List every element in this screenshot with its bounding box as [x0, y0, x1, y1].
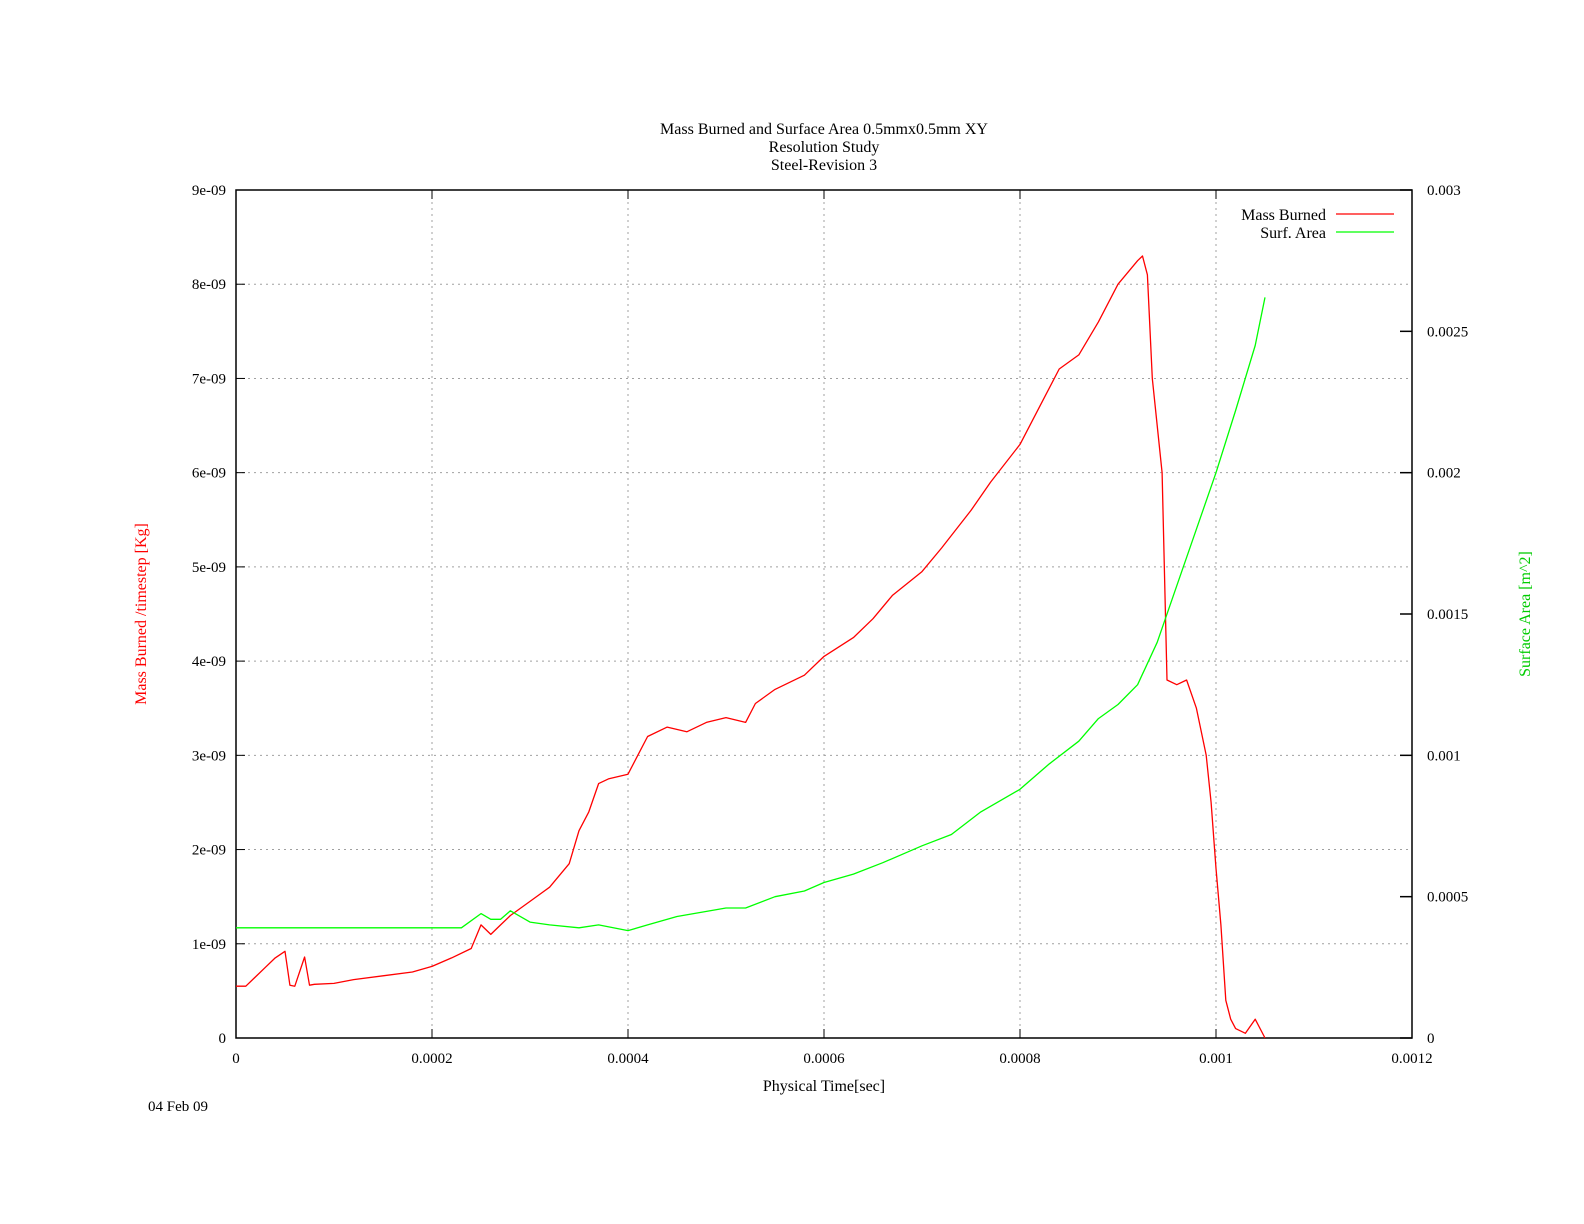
grid [236, 190, 1412, 1038]
y-tick-label: 0 [219, 1031, 227, 1047]
y-tick-label: 1e-09 [192, 937, 226, 953]
axis-ticks: 0 0.0002 0.0004 0.0006 0.0008 0.001 0.0012 0 1e-… [192, 183, 1468, 1067]
chart-title-line-3: Steel-Revision 3 [771, 157, 877, 174]
legend: Mass Burned Surf. Area [1241, 207, 1394, 242]
y-tick-label: 3e-09 [192, 748, 226, 764]
x-tick-label: 0.0008 [999, 1051, 1040, 1067]
y2-tick-label: 0.001 [1427, 748, 1461, 764]
chart-title-line-2: Resolution Study [769, 139, 880, 156]
date-stamp: 04 Feb 09 [148, 1099, 208, 1115]
y-tick-label: 9e-09 [192, 183, 226, 199]
y2-tick-label: 0.0015 [1427, 607, 1468, 623]
y2-tick-label: 0.002 [1427, 466, 1461, 482]
series-line-mass-burned [236, 255, 1266, 1039]
y-tick-label: 6e-09 [192, 466, 226, 482]
x-tick-label: 0 [232, 1051, 240, 1067]
y2-tick-label: 0.0005 [1427, 890, 1468, 906]
legend-label-surf-area: Surf. Area [1260, 225, 1326, 242]
y-tick-label: 4e-09 [192, 654, 226, 670]
y-tick-label: 2e-09 [192, 843, 226, 859]
series-lines [236, 255, 1266, 1039]
y2-tick-label: 0 [1427, 1031, 1435, 1047]
series-line-surf-area [236, 297, 1266, 932]
y2-tick-label: 0.0025 [1427, 324, 1468, 340]
x-tick-label: 0.0002 [411, 1051, 452, 1067]
y2-tick-label: 0.003 [1427, 183, 1461, 199]
y2-axis-label: Surface Area [m^2] [1517, 551, 1534, 677]
x-tick-label: 0.0004 [607, 1051, 649, 1067]
chart-title-line-1: Mass Burned and Surface Area 0.5mmx0.5mm… [660, 121, 988, 138]
y-tick-label: 8e-09 [192, 277, 226, 293]
x-tick-label: 0.0006 [803, 1051, 845, 1067]
y-tick-label: 7e-09 [192, 371, 226, 387]
legend-label-mass-burned: Mass Burned [1241, 207, 1326, 224]
y-axis-label: Mass Burned /timestep [Kg] [133, 523, 150, 705]
x-axis-label: Physical Time[sec] [763, 1078, 885, 1095]
x-tick-label: 0.0012 [1391, 1051, 1432, 1067]
x-tick-label: 0.001 [1199, 1051, 1233, 1067]
y-tick-label: 5e-09 [192, 560, 226, 576]
